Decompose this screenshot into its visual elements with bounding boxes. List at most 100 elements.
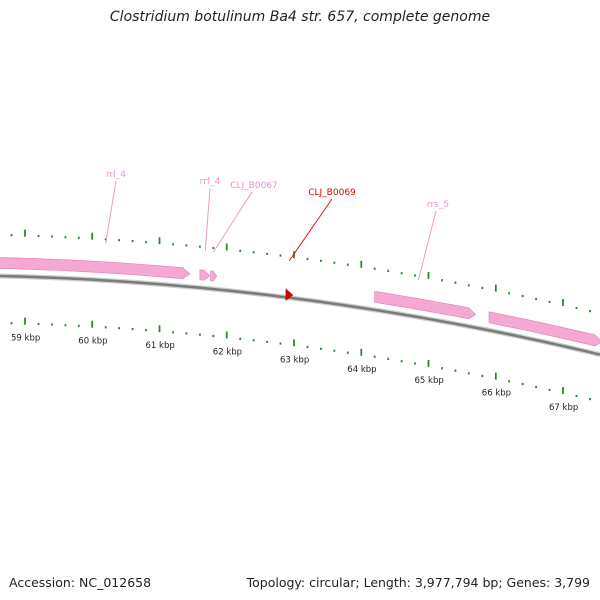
major-tick bbox=[427, 271, 430, 279]
minor-tick bbox=[508, 292, 511, 295]
minor-tick bbox=[252, 339, 255, 342]
minor-tick bbox=[454, 369, 457, 372]
minor-tick bbox=[51, 235, 53, 238]
minor-tick bbox=[467, 284, 470, 287]
minor-tick bbox=[387, 357, 390, 360]
minor-tick bbox=[373, 355, 376, 358]
minor-tick bbox=[589, 310, 591, 313]
tick-label-64: 64 kbp bbox=[347, 365, 376, 375]
minor-tick bbox=[145, 329, 147, 332]
map-title: Clostridium botulinum Ba4 str. 657, comp… bbox=[109, 9, 491, 25]
minor-tick bbox=[145, 241, 147, 244]
minor-tick bbox=[387, 269, 390, 272]
tick-label-67: 67 kbp bbox=[549, 403, 578, 413]
major-tick bbox=[225, 243, 228, 251]
minor-tick bbox=[441, 367, 443, 370]
tick-label-62: 62 kbp bbox=[213, 348, 242, 358]
minor-tick bbox=[64, 236, 67, 239]
minor-tick bbox=[37, 323, 40, 326]
minor-tick bbox=[266, 252, 268, 255]
minor-tick bbox=[172, 243, 174, 246]
minor-tick bbox=[521, 295, 524, 298]
feature-label: rrs_5 bbox=[427, 200, 449, 210]
major-tick bbox=[24, 229, 26, 237]
minor-tick bbox=[279, 342, 282, 345]
minor-tick bbox=[441, 279, 443, 282]
major-tick bbox=[91, 232, 94, 240]
minor-tick bbox=[279, 254, 282, 257]
minor-tick bbox=[199, 245, 201, 248]
feature-arrow-0 bbox=[0, 257, 191, 280]
minor-tick bbox=[306, 345, 309, 349]
minor-tick bbox=[454, 281, 457, 284]
tick-label-61: 61 kbp bbox=[146, 341, 175, 351]
minor-tick bbox=[185, 332, 188, 335]
minor-tick bbox=[320, 347, 322, 350]
feature-arrow-5 bbox=[488, 311, 600, 347]
leader-line bbox=[212, 191, 253, 253]
feature-label: CLJ_B0067 bbox=[230, 181, 278, 191]
major-tick bbox=[158, 237, 161, 245]
leader-line bbox=[105, 180, 117, 244]
tick-label-66: 66 kbp bbox=[482, 389, 511, 399]
genome-backbone bbox=[0, 273, 600, 358]
minor-tick bbox=[172, 331, 174, 334]
minor-tick bbox=[131, 328, 134, 331]
upper-tick-track bbox=[10, 229, 591, 313]
minor-tick bbox=[467, 372, 470, 375]
major-tick bbox=[360, 348, 363, 356]
minor-tick bbox=[185, 244, 188, 247]
feature-label: rrl_4 bbox=[106, 170, 126, 180]
kbp-tick-labels: 59 kbp 60 kbp 61 kbp 62 kbp 63 kbp 64 kbp 65 k… bbox=[11, 334, 578, 413]
minor-tick bbox=[589, 398, 591, 401]
tick-label-59: 59 kbp bbox=[11, 334, 40, 344]
leader-line bbox=[288, 198, 333, 261]
major-tick bbox=[562, 299, 564, 306]
minor-tick bbox=[414, 362, 416, 365]
minor-tick bbox=[575, 306, 578, 310]
major-tick bbox=[360, 260, 363, 268]
minor-tick bbox=[10, 234, 13, 237]
tick-label-65: 65 kbp bbox=[415, 376, 444, 386]
feature-track bbox=[0, 257, 600, 347]
lower-tick-track bbox=[10, 317, 591, 401]
minor-tick bbox=[37, 235, 40, 238]
minor-tick bbox=[508, 380, 511, 383]
major-tick bbox=[494, 372, 497, 380]
minor-tick bbox=[104, 326, 107, 329]
tick-label-60: 60 kbp bbox=[78, 337, 107, 347]
minor-tick bbox=[118, 327, 120, 330]
major-tick bbox=[427, 359, 430, 367]
major-tick bbox=[225, 331, 228, 339]
feature-labels: rrl_4 rrf_4 CLJ_B0067 CLJ_B0069 rrs_5 bbox=[105, 170, 449, 281]
leader-line bbox=[204, 187, 211, 252]
feature-arrow-1 bbox=[199, 269, 211, 281]
genome-summary-text: Topology: circular; Length: 3,977,794 bp… bbox=[246, 575, 590, 590]
major-tick bbox=[293, 251, 295, 259]
minor-tick bbox=[414, 274, 416, 277]
feature-arrow-3 bbox=[285, 288, 294, 301]
minor-tick bbox=[10, 322, 13, 325]
major-tick bbox=[158, 325, 161, 333]
minor-tick bbox=[548, 300, 551, 303]
minor-tick bbox=[51, 323, 53, 326]
minor-tick bbox=[199, 333, 201, 336]
minor-tick bbox=[400, 360, 403, 363]
minor-tick bbox=[521, 383, 524, 386]
minor-tick bbox=[400, 272, 403, 275]
accession-text: Accession: NC_012658 bbox=[9, 575, 152, 590]
feature-arrow-4 bbox=[374, 291, 477, 320]
feature-arrow-2 bbox=[210, 270, 218, 282]
minor-tick bbox=[333, 261, 336, 264]
minor-tick bbox=[306, 257, 309, 261]
minor-tick bbox=[266, 340, 268, 343]
minor-tick bbox=[64, 324, 67, 327]
minor-tick bbox=[212, 334, 215, 338]
minor-tick bbox=[239, 337, 242, 340]
minor-tick bbox=[575, 394, 578, 398]
minor-tick bbox=[535, 297, 537, 301]
minor-tick bbox=[77, 236, 80, 239]
major-tick bbox=[24, 317, 26, 325]
minor-tick bbox=[131, 240, 134, 243]
